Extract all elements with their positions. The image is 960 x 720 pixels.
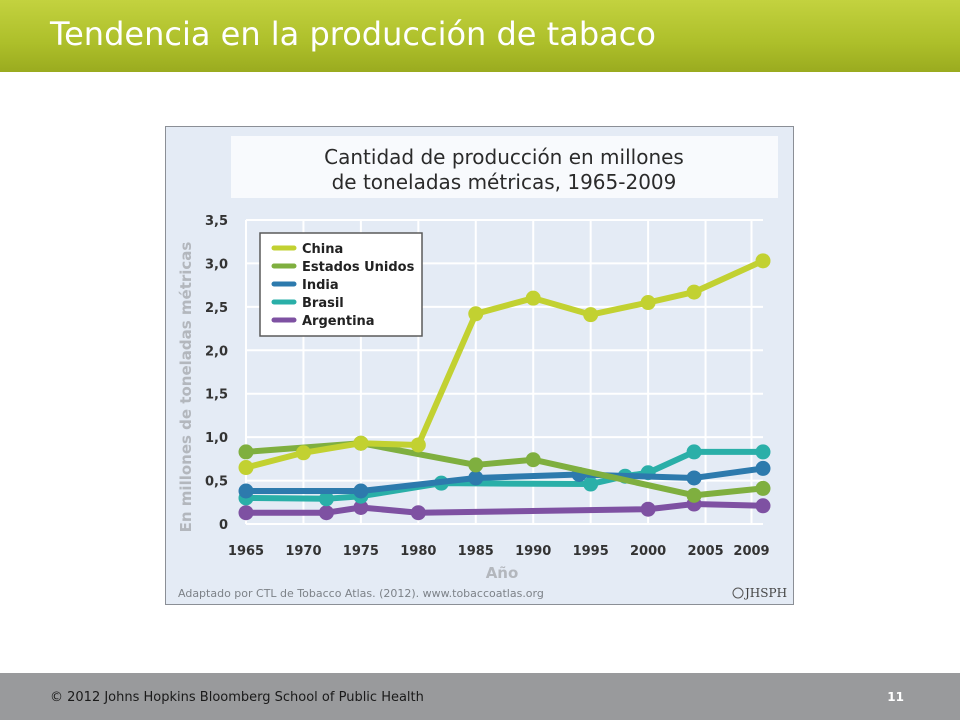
x-tick-label: 1995 — [573, 544, 609, 559]
data-point — [686, 284, 702, 300]
copyright-text: © 2012 Johns Hopkins Bloomberg School of… — [50, 690, 424, 705]
x-tick-label: 1990 — [515, 544, 551, 559]
data-point — [583, 307, 599, 323]
data-point — [640, 501, 656, 517]
data-point — [755, 480, 771, 496]
data-point — [238, 460, 254, 476]
data-point — [353, 499, 369, 515]
data-point — [686, 444, 702, 460]
y-tick-label: 0 — [219, 518, 228, 533]
series-argentina — [238, 496, 771, 521]
x-tick-label: 2000 — [630, 544, 666, 559]
data-point — [410, 437, 426, 453]
y-tick-label: 0,5 — [205, 475, 228, 490]
data-point — [353, 435, 369, 451]
slide-title: Tendencia en la producción de tabaco — [50, 15, 656, 53]
data-point — [468, 306, 484, 322]
y-tick-label: 3,0 — [205, 257, 228, 272]
data-point — [755, 498, 771, 514]
data-point — [318, 505, 334, 521]
x-tick-label: 1965 — [228, 544, 264, 559]
jhsph-logo: JHSPH — [732, 586, 787, 600]
x-tick-label: 1985 — [458, 544, 494, 559]
legend-label: China — [302, 242, 343, 257]
footer: © 2012 Johns Hopkins Bloomberg School of… — [0, 673, 960, 720]
data-point — [238, 505, 254, 521]
y-tick-label: 3,5 — [205, 214, 228, 229]
page-number: 11 — [887, 690, 904, 704]
chart-figure: Cantidad de producción en millones de to… — [165, 126, 794, 605]
x-tick-label: 2009 — [733, 544, 769, 559]
series-china — [238, 253, 771, 476]
series-line — [243, 465, 766, 494]
y-tick-label: 1,5 — [205, 388, 228, 403]
x-tick-label: 1970 — [285, 544, 321, 559]
data-point — [410, 505, 426, 521]
series-lines — [238, 253, 771, 521]
jhsph-logo-text: JHSPH — [743, 586, 787, 600]
series-line — [243, 257, 766, 471]
line-chart: Cantidad de producción en millones de to… — [177, 136, 787, 600]
data-point — [525, 452, 541, 468]
title-bar: Tendencia en la producción de tabaco — [0, 0, 960, 72]
data-point — [755, 444, 771, 460]
legend-label: India — [302, 278, 339, 293]
x-tick-label: 2005 — [687, 544, 723, 559]
data-point — [525, 290, 541, 306]
x-axis-ticks: 1965 1970 1975 1980 1985 1990 1995 2000 2005 2009 — [228, 544, 770, 559]
legend-label: Brasil — [302, 296, 344, 311]
y-tick-label: 2,0 — [205, 344, 228, 359]
y-axis-ticks: 0 0,5 1,0 1,5 2,0 2,5 3,0 3,5 — [205, 214, 228, 533]
x-tick-label: 1980 — [400, 544, 436, 559]
chart-title-line-1: Cantidad de producción en millones — [324, 145, 684, 169]
data-point — [468, 457, 484, 473]
chart-title-box — [231, 136, 778, 198]
data-point — [318, 491, 334, 507]
y-tick-label: 1,0 — [205, 431, 228, 446]
legend-label: Estados Unidos — [302, 260, 415, 275]
data-point — [686, 487, 702, 503]
x-axis-label: Año — [486, 564, 519, 582]
legend-label: Argentina — [302, 314, 375, 329]
legend: China Estados Unidos India Brasil Argentina — [259, 232, 423, 337]
data-point — [755, 460, 771, 476]
data-point — [238, 444, 254, 460]
data-point — [640, 295, 656, 311]
x-tick-label: 1975 — [343, 544, 379, 559]
jhsph-seal-icon — [732, 587, 744, 599]
chart-title-line-2: de toneladas métricas, 1965-2009 — [332, 170, 677, 194]
data-point — [755, 253, 771, 269]
y-axis-label: En millones de toneladas métricas — [177, 242, 195, 533]
data-point — [686, 470, 702, 486]
y-tick-label: 2,5 — [205, 301, 228, 316]
data-point — [353, 483, 369, 499]
data-point — [583, 476, 599, 492]
data-point — [295, 445, 311, 461]
data-point — [468, 470, 484, 486]
source-note: Adaptado por CTL de Tobacco Atlas. (2012… — [178, 587, 544, 600]
data-point — [238, 483, 254, 499]
